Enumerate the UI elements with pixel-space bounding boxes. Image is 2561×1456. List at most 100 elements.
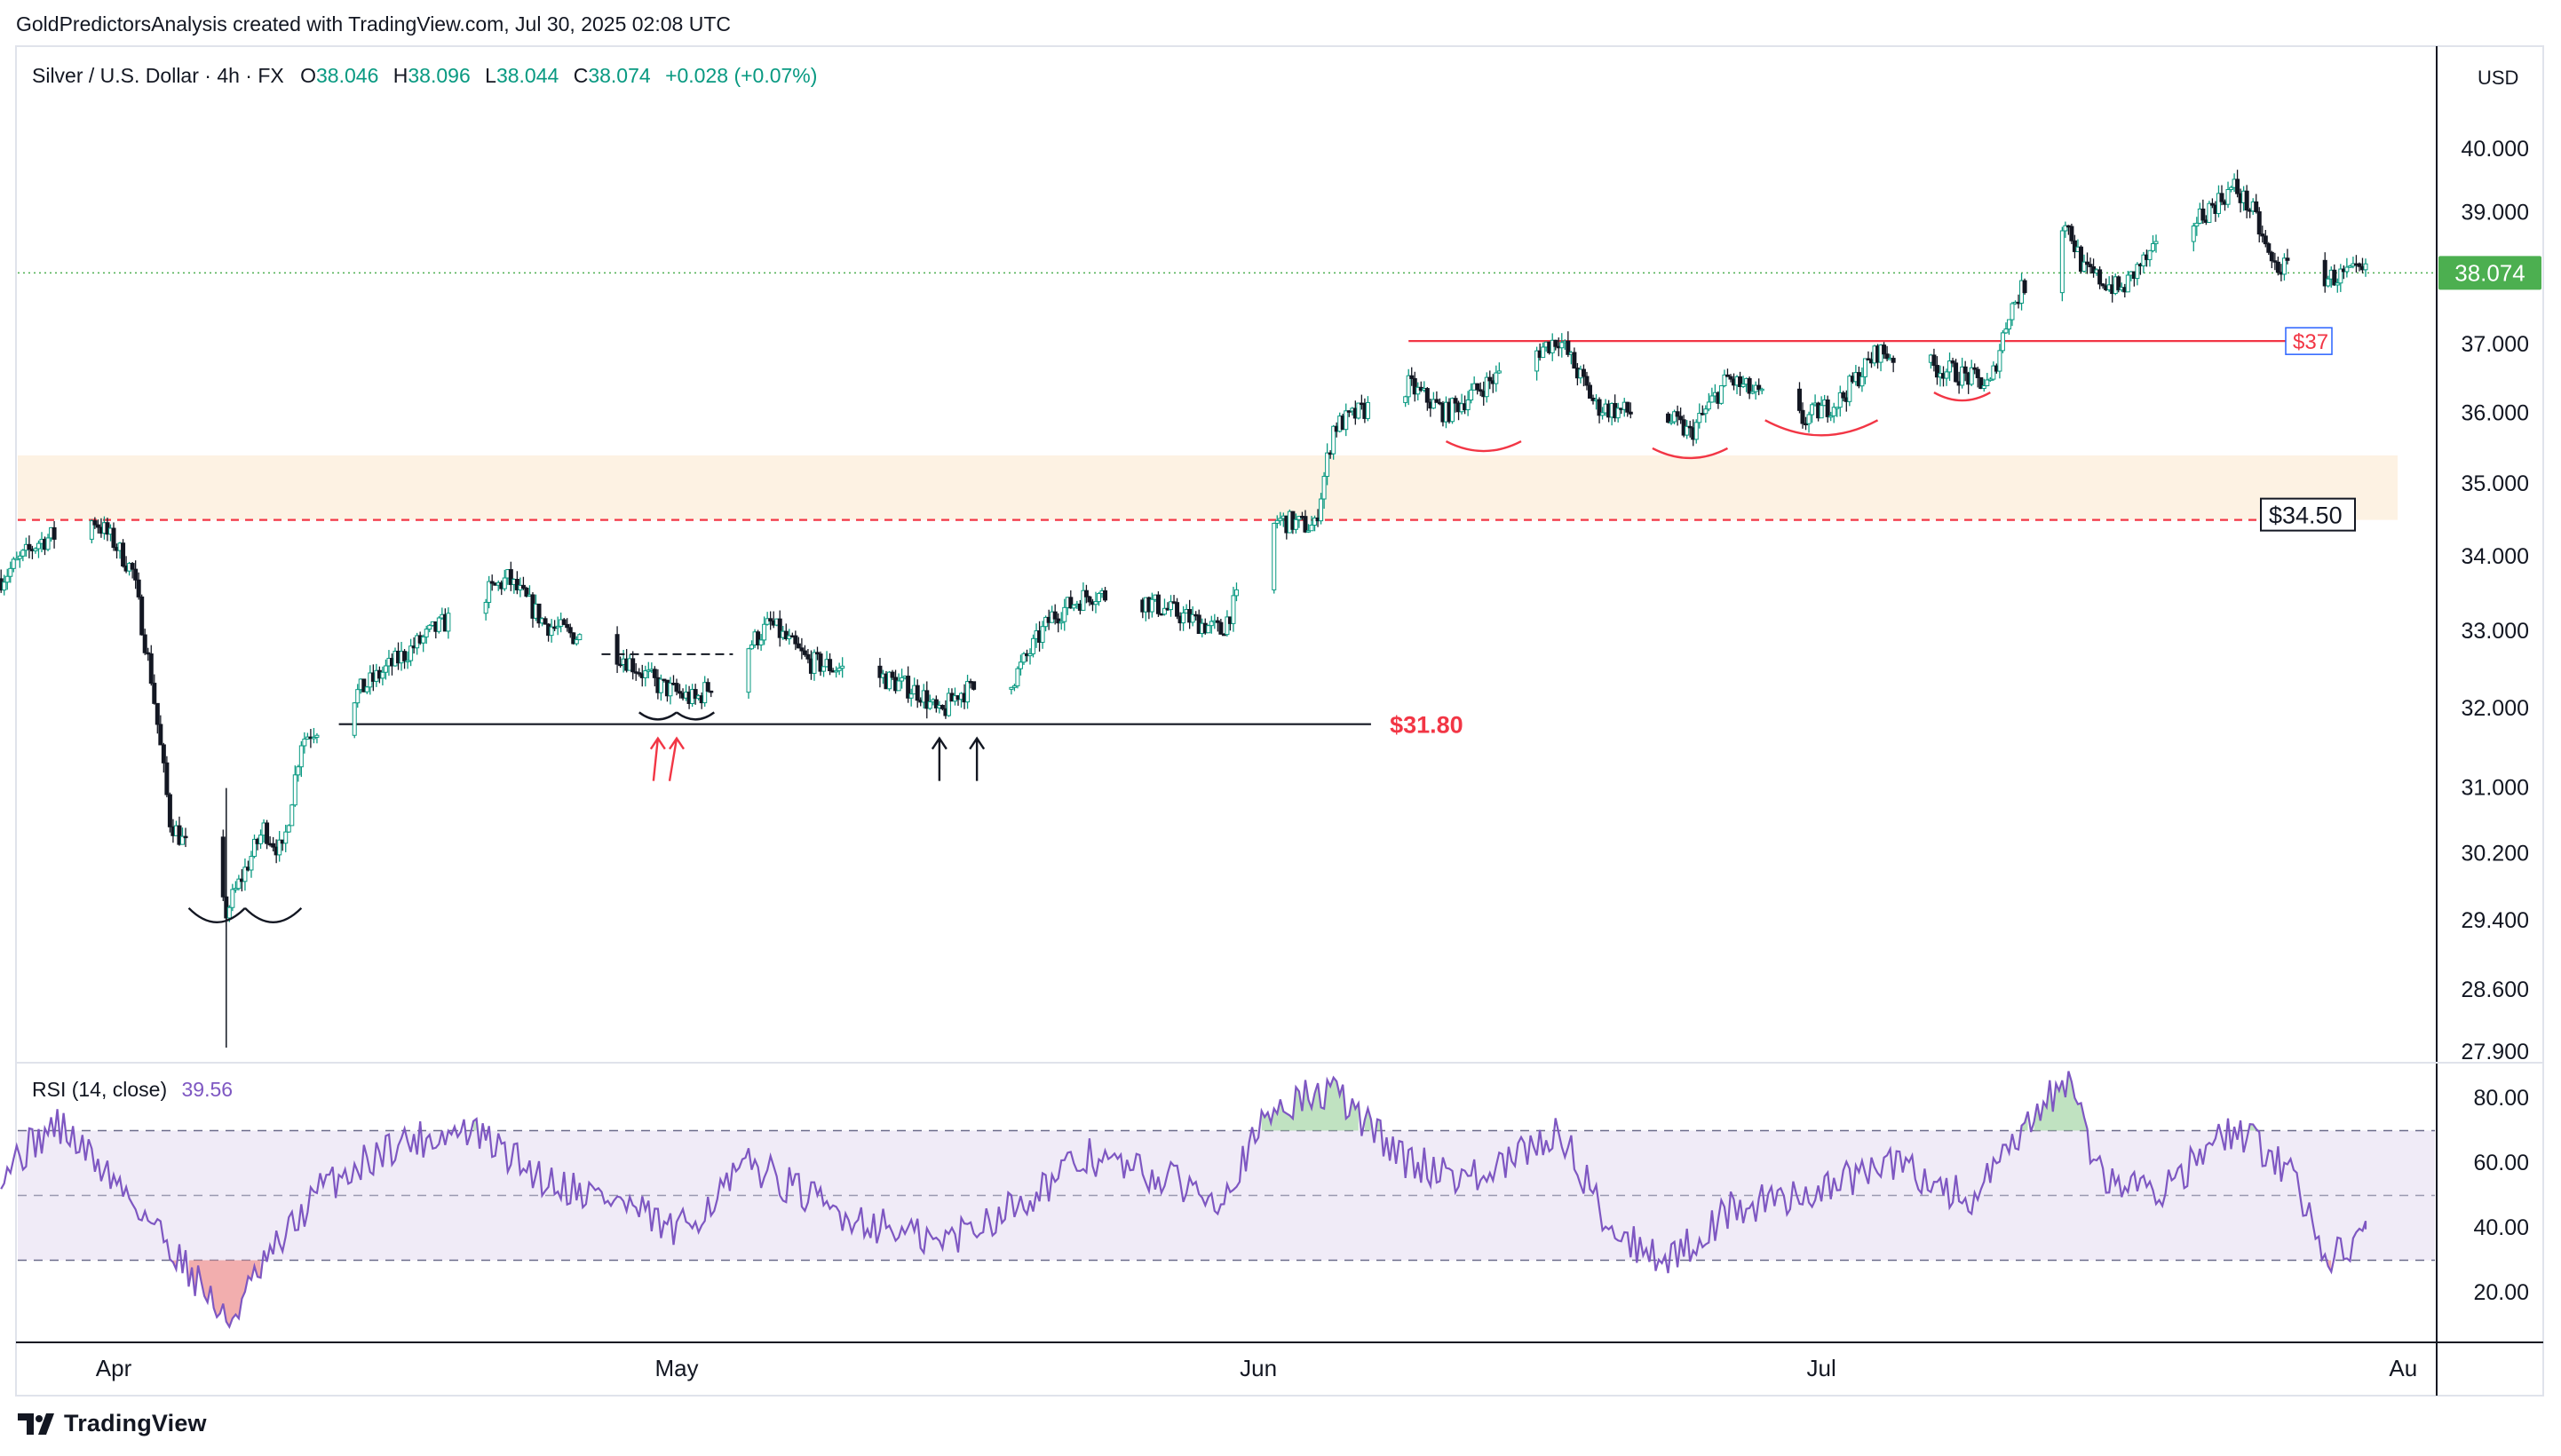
candle-body [1675,411,1680,417]
double-bottom-arc [187,906,246,924]
candle-body [226,906,232,919]
candle-body [2335,282,2340,286]
candle-body [142,634,147,653]
candle-body [446,613,451,632]
candle-body [1541,346,1546,359]
candle-body [1862,358,1867,377]
candle-body [933,699,939,708]
candle-body [1718,384,1724,404]
time-axis[interactable]: Apr May Jun Jul Au [96,1355,2417,1381]
candle-body [2260,233,2265,237]
candle-body [1796,388,1802,411]
candle-body [2256,211,2262,235]
rsi-axis[interactable]: 80.00 60.00 40.00 20.00 [2473,1086,2529,1305]
base-arc [676,711,715,721]
candle-body [971,681,977,690]
candle-body [249,856,254,871]
price-axis[interactable]: 40.000 39.000 37.000 36.000 35.000 34.000 33.0… [2462,137,2529,1064]
candle-body [1218,621,1224,635]
candle-body [167,794,172,827]
price-tick-label: 39.000 [2462,201,2529,226]
candle-body [896,680,901,692]
time-tick-label: Jun [1240,1355,1277,1381]
candle-body [383,665,388,673]
candle-body [352,702,357,736]
candle-body [2219,193,2224,202]
candle-body [2235,178,2240,194]
candle-body [887,671,892,690]
candle-body [1431,399,1436,409]
candlestick-series [0,170,2368,1048]
candle-body [940,705,945,709]
candle-body [1344,410,1349,431]
candle-body [152,683,157,704]
candle-body [802,650,807,655]
candle-body [1009,686,1014,690]
candle-body [11,558,16,569]
candle-body [1944,371,1949,379]
candle-body [1469,389,1474,401]
price-tick-label: 40.000 [2462,137,2529,162]
candle-body [1062,606,1067,622]
candle-body [1272,522,1277,590]
candle-body [1209,621,1214,627]
candle-body [1697,413,1702,423]
candle-body [2347,265,2352,268]
candle-body [286,825,291,833]
candle-body [1215,620,1220,623]
candle-body [146,652,151,655]
candle-body [1978,376,1984,390]
candle-body [758,639,764,645]
candle-body [674,683,679,692]
currency-label: USD [2478,67,2518,89]
price-tick-label: 30.200 [2462,841,2529,866]
candle-body [1155,594,1161,614]
candle-body [2363,263,2368,271]
candle-body [298,745,304,768]
candle-body [2285,257,2290,261]
candle-body [1309,525,1314,532]
time-tick-label: May [654,1355,698,1381]
price-tick-label: 34.000 [2462,544,2529,569]
candle-body [14,558,20,561]
candle-body [1669,421,1674,424]
candle-body [2069,226,2074,241]
candle-body [17,555,22,559]
change-value: +0.028 (+0.07%) [665,64,817,87]
candle-body [296,766,301,776]
candle-body [2272,260,2278,263]
candle-body [1162,607,1167,615]
candle-body [1058,621,1064,624]
support-arc [1933,392,1991,402]
candle-body [1947,360,1953,373]
rsi-value: 39.56 [182,1078,234,1101]
candle-body [1934,365,1939,378]
candle-body [1859,376,1865,387]
candle-body [36,542,41,550]
candle-body [2135,264,2140,280]
support-arc [1652,447,1729,460]
candle-body [1750,391,1756,394]
candle-body [1231,595,1236,624]
candle-body [302,738,307,747]
candle-body [1484,376,1489,398]
candle-body [1841,392,1846,399]
candle-body [1747,377,1752,394]
candle-body [2344,266,2350,273]
high-label: H [393,64,408,87]
candle-body [2254,201,2259,213]
candle-body [1587,384,1592,400]
candle-body [1800,409,1805,424]
candle-body [2063,225,2068,232]
candle-body [1312,517,1318,526]
candle-body [1666,413,1671,423]
candle-body [924,690,930,709]
candle-body [1496,370,1502,374]
candle-body [1305,530,1311,533]
candle-body [121,542,126,567]
candle-body [1804,423,1809,426]
candle-body [1494,372,1499,384]
candle-body [571,632,576,645]
candle-body [777,618,782,638]
